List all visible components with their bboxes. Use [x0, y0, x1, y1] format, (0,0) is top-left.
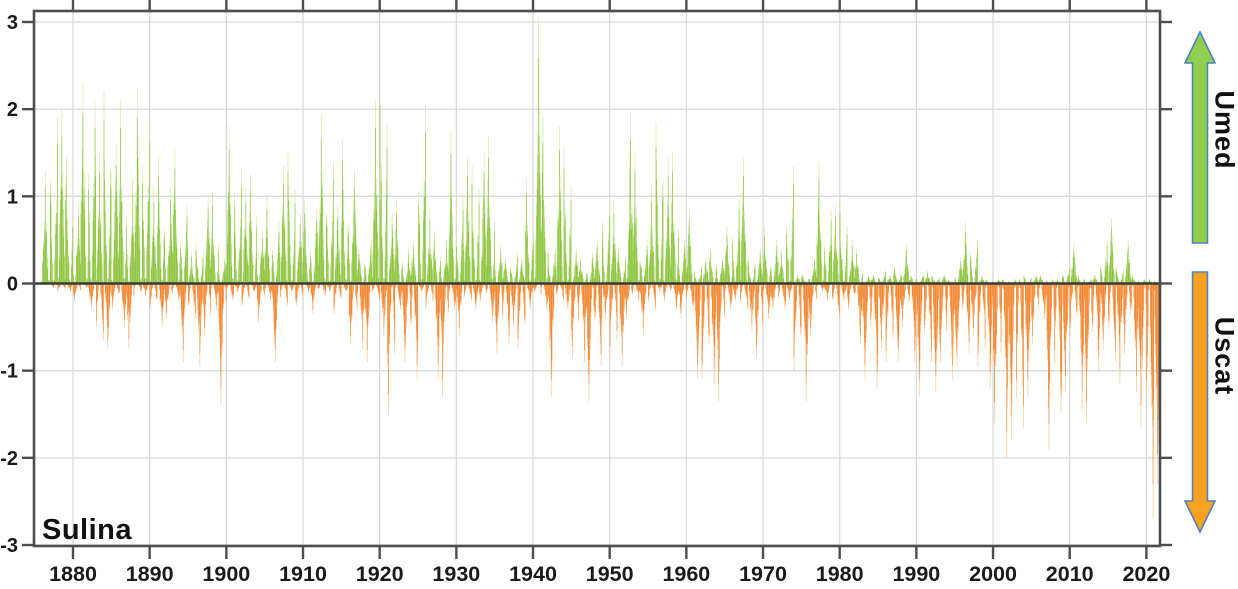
dry-axis-label: Uscat — [1209, 316, 1238, 396]
y-axis-tick-label: 2 — [7, 99, 18, 121]
y-axis-tick-label: 3 — [7, 12, 18, 34]
x-axis-tick-label: 1940 — [509, 562, 557, 586]
x-axis-tick-label: 1920 — [356, 562, 404, 586]
wet-axis-label: Umed — [1209, 90, 1238, 170]
anomaly-bars — [42, 17, 1160, 519]
x-axis-tick-label: 1950 — [586, 562, 634, 586]
x-axis-tick-labels: 1880 1890 1900 1910 1920 1930 1940 1950 1960 1970… — [49, 562, 1170, 586]
y-axis-tick-label: -3 — [0, 535, 18, 557]
station-label: Sulina — [42, 514, 133, 546]
x-axis-tick-label: 1970 — [739, 562, 787, 586]
x-axis-tick-label: 1960 — [662, 562, 710, 586]
x-axis-tick-label: 1990 — [892, 562, 940, 586]
x-axis-tick-label: 2020 — [1122, 562, 1170, 586]
x-axis-tick-label: 1930 — [432, 562, 480, 586]
axis-ticks — [22, 0, 1172, 559]
y-axis-tick-labels: 3 2 1 0 -1 -2 -3 — [0, 12, 18, 557]
x-axis-tick-label: 1980 — [816, 562, 864, 586]
x-axis-tick-label: 2000 — [969, 562, 1017, 586]
y-axis-tick-label: -1 — [0, 361, 18, 383]
wet-up-arrow-icon — [1183, 30, 1217, 244]
dry-down-arrow-icon — [1183, 271, 1217, 534]
x-axis-tick-label: 2010 — [1046, 562, 1094, 586]
plot-border — [32, 9, 1162, 548]
y-axis-tick-label: -2 — [0, 448, 18, 470]
x-axis-tick-label: 1890 — [126, 562, 174, 586]
y-axis-tick-label: 1 — [7, 186, 18, 208]
x-axis-tick-label: 1900 — [202, 562, 250, 586]
x-axis-tick-label: 1910 — [279, 562, 327, 586]
y-axis-tick-label: 0 — [7, 274, 18, 296]
x-axis-tick-label: 1880 — [49, 562, 97, 586]
